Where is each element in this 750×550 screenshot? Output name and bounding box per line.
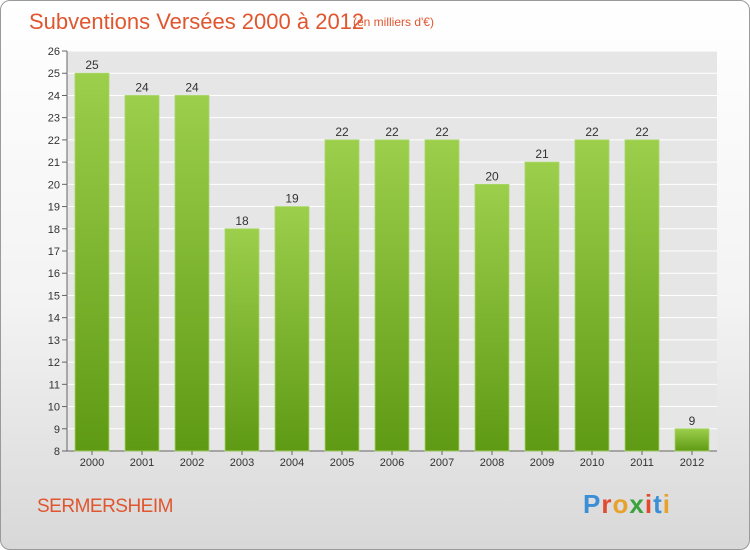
bar bbox=[74, 72, 110, 452]
bar bbox=[424, 139, 460, 452]
bar bbox=[474, 183, 510, 452]
data-label: 25 bbox=[85, 58, 99, 72]
data-label: 9 bbox=[689, 414, 696, 428]
data-label: 20 bbox=[485, 169, 499, 183]
logo-letter: t bbox=[653, 489, 663, 519]
chart-title: Subventions Versées 2000 à 2012 bbox=[29, 9, 365, 34]
x-tick-label: 2004 bbox=[280, 457, 304, 469]
data-label: 24 bbox=[135, 80, 149, 94]
y-tick-label: 13 bbox=[48, 335, 60, 347]
y-tick-label: 26 bbox=[48, 46, 60, 58]
x-tick-label: 2002 bbox=[180, 457, 204, 469]
logo-letter: x bbox=[629, 489, 645, 519]
x-tick-label: 2005 bbox=[330, 457, 354, 469]
y-tick-label: 15 bbox=[48, 290, 60, 302]
y-tick-label: 20 bbox=[48, 179, 60, 191]
x-tick-label: 2008 bbox=[480, 457, 504, 469]
y-tick-label: 10 bbox=[48, 402, 60, 414]
x-tick-label: 2007 bbox=[430, 457, 454, 469]
bar bbox=[174, 95, 210, 452]
logo-letter: i bbox=[662, 489, 671, 519]
y-tick-label: 9 bbox=[54, 424, 60, 436]
logo-letter: i bbox=[644, 489, 654, 519]
y-tick-label: 22 bbox=[48, 135, 60, 147]
y-tick-label: 19 bbox=[48, 202, 60, 214]
x-tick-label: 2010 bbox=[580, 457, 604, 469]
x-tick-label: 2000 bbox=[80, 457, 104, 469]
y-tick-label: 23 bbox=[48, 113, 60, 125]
data-label: 22 bbox=[335, 125, 349, 139]
data-label: 22 bbox=[385, 125, 399, 139]
y-tick-label: 18 bbox=[48, 224, 60, 236]
y-tick-label: 11 bbox=[49, 379, 60, 391]
bar bbox=[324, 139, 360, 452]
x-tick-label: 2003 bbox=[230, 457, 254, 469]
data-label: 22 bbox=[585, 125, 599, 139]
x-tick-label: 2011 bbox=[630, 457, 654, 469]
x-tick-label: 2006 bbox=[380, 457, 404, 469]
data-label: 21 bbox=[535, 147, 549, 161]
x-tick-label: 2009 bbox=[530, 457, 554, 469]
data-label: 24 bbox=[185, 80, 199, 94]
data-label: 19 bbox=[285, 192, 299, 206]
bar bbox=[124, 95, 160, 452]
bar bbox=[224, 228, 260, 452]
y-tick-label: 14 bbox=[48, 313, 60, 325]
y-tick-label: 16 bbox=[48, 268, 60, 280]
y-tick-label: 24 bbox=[48, 90, 60, 102]
bar bbox=[674, 428, 710, 452]
data-label: 22 bbox=[435, 125, 449, 139]
x-tick-label: 2001 bbox=[130, 457, 154, 469]
bar bbox=[524, 161, 560, 452]
bar bbox=[624, 139, 660, 452]
data-label: 18 bbox=[235, 214, 249, 228]
bar bbox=[274, 206, 310, 452]
bar bbox=[574, 139, 610, 452]
bar bbox=[374, 139, 410, 452]
logo-letter: r bbox=[601, 489, 613, 519]
proxiti-logo: Proxiti bbox=[583, 489, 671, 520]
x-tick-label: 2012 bbox=[680, 457, 704, 469]
chart-subtitle: (en milliers d'€) bbox=[353, 15, 434, 29]
data-label: 22 bbox=[635, 125, 649, 139]
y-tick-label: 17 bbox=[48, 246, 60, 258]
commune-name: SERMERSHEIM bbox=[37, 496, 173, 517]
y-tick-label: 25 bbox=[48, 68, 60, 80]
y-tick-label: 12 bbox=[48, 357, 60, 369]
logo-letter: P bbox=[583, 489, 602, 519]
y-tick-label: 21 bbox=[48, 157, 60, 169]
y-tick-label: 8 bbox=[54, 446, 60, 458]
logo-letter: o bbox=[612, 489, 630, 519]
